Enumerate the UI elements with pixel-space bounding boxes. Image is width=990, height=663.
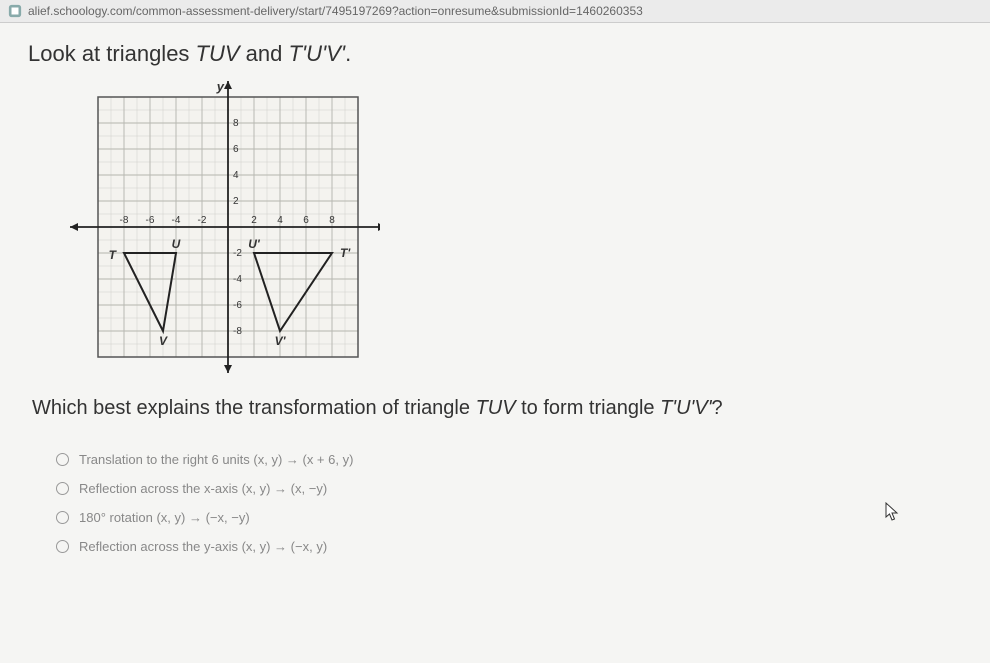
- svg-text:y: y: [216, 79, 225, 94]
- q2-tri2: T'U'V': [660, 397, 711, 419]
- svg-text:-8: -8: [233, 326, 242, 337]
- prompt-prefix: Look at triangles: [28, 41, 196, 66]
- prompt-mid: and: [240, 41, 289, 66]
- q2-mid: to form triangle: [516, 397, 661, 419]
- option-label: Translation to the right 6 units (x, y) …: [79, 452, 353, 467]
- tri1: TUV: [196, 41, 240, 66]
- answer-option[interactable]: 180° rotation (x, y) → (−x, −y): [56, 510, 962, 525]
- svg-text:2: 2: [251, 215, 257, 226]
- svg-text:-6: -6: [146, 215, 155, 226]
- coordinate-graph: xy2468-8-6-4-22468-2-4-6-8TUVU'T'V': [60, 79, 380, 379]
- answer-options: Translation to the right 6 units (x, y) …: [56, 452, 962, 554]
- prompt-suffix: .: [345, 41, 351, 66]
- radio-icon[interactable]: [56, 540, 69, 553]
- site-icon: [8, 4, 22, 18]
- svg-text:U': U': [248, 237, 261, 251]
- option-label: Reflection across the x-axis (x, y) → (x…: [79, 481, 327, 496]
- prompt-line: Look at triangles TUV and T'U'V'.: [28, 41, 962, 67]
- radio-icon[interactable]: [56, 453, 69, 466]
- svg-text:-4: -4: [172, 215, 181, 226]
- svg-text:-2: -2: [198, 215, 207, 226]
- svg-text:-2: -2: [233, 248, 242, 259]
- question-text: Which best explains the transformation o…: [32, 397, 962, 420]
- svg-text:4: 4: [277, 215, 283, 226]
- answer-option[interactable]: Reflection across the y-axis (x, y) → (−…: [56, 539, 962, 554]
- svg-text:V': V': [275, 334, 287, 348]
- svg-text:-4: -4: [233, 274, 242, 285]
- svg-text:T': T': [340, 246, 351, 260]
- assessment-content: Look at triangles TUV and T'U'V'. xy2468…: [0, 23, 990, 586]
- option-label: 180° rotation (x, y) → (−x, −y): [79, 510, 250, 525]
- answer-option[interactable]: Translation to the right 6 units (x, y) …: [56, 452, 962, 467]
- tri2: T'U'V': [288, 41, 345, 66]
- url-text: alief.schoology.com/common-assessment-de…: [28, 4, 643, 18]
- q2-suffix: ?: [712, 397, 723, 419]
- svg-text:4: 4: [233, 170, 239, 181]
- svg-text:2: 2: [233, 196, 239, 207]
- answer-option[interactable]: Reflection across the x-axis (x, y) → (x…: [56, 481, 962, 496]
- svg-text:8: 8: [329, 215, 335, 226]
- q2-prefix: Which best explains the transformation o…: [32, 397, 476, 419]
- radio-icon[interactable]: [56, 482, 69, 495]
- svg-text:8: 8: [233, 118, 239, 129]
- url-bar: alief.schoology.com/common-assessment-de…: [0, 0, 990, 23]
- q2-tri1: TUV: [476, 397, 516, 419]
- svg-text:U: U: [172, 237, 181, 251]
- svg-text:-6: -6: [233, 300, 242, 311]
- option-label: Reflection across the y-axis (x, y) → (−…: [79, 539, 327, 554]
- svg-text:V: V: [159, 334, 168, 348]
- svg-text:6: 6: [303, 215, 309, 226]
- radio-icon[interactable]: [56, 511, 69, 524]
- svg-text:6: 6: [233, 144, 239, 155]
- svg-text:-8: -8: [120, 215, 129, 226]
